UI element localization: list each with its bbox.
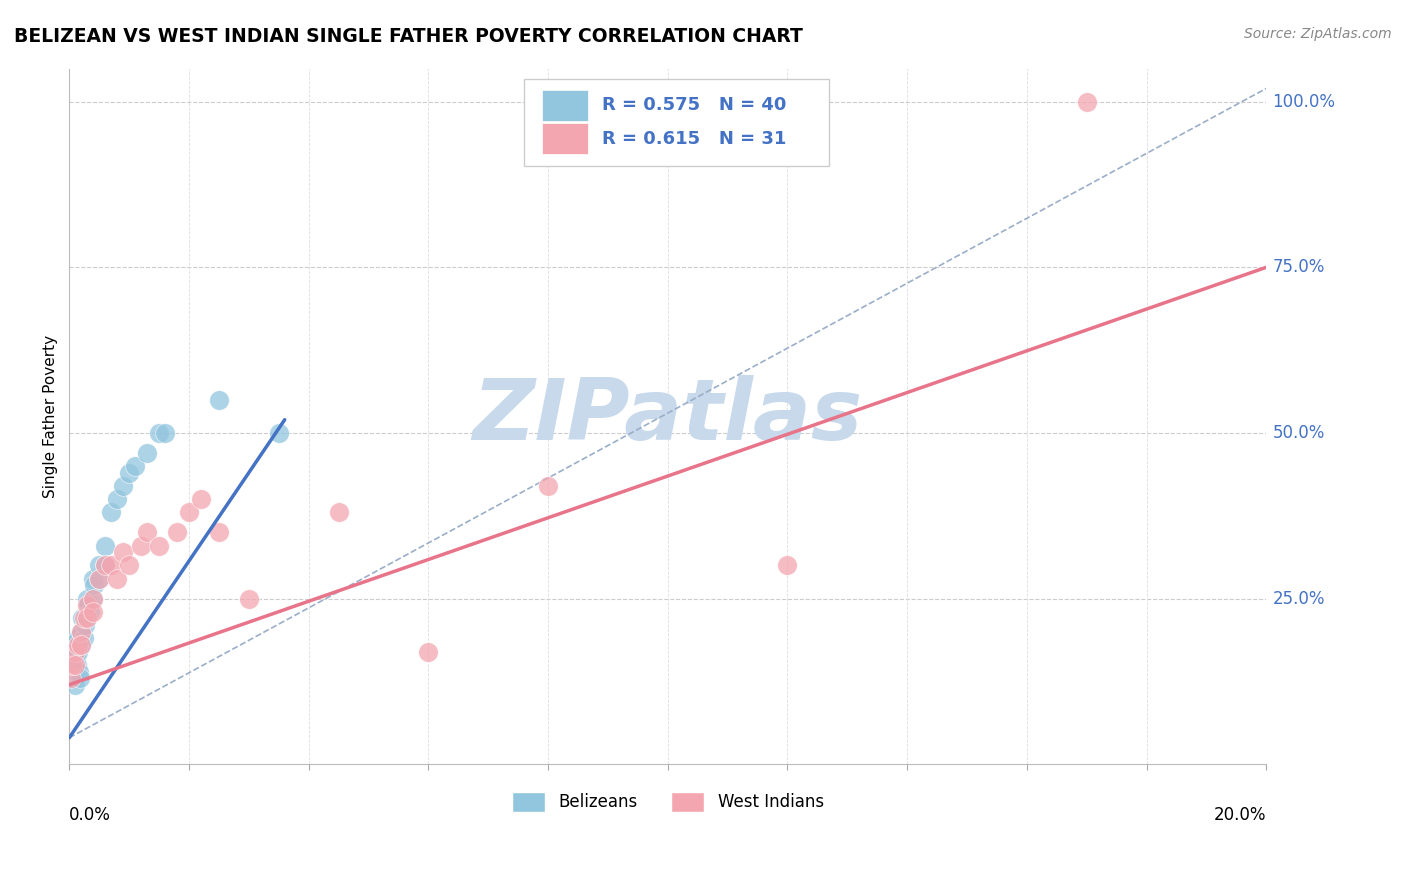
- Text: 75.0%: 75.0%: [1272, 259, 1324, 277]
- Legend: Belizeans, West Indians: Belizeans, West Indians: [505, 785, 831, 819]
- Point: [67, 638, 90, 652]
- Point: [89, 558, 111, 573]
- Text: BELIZEAN VS WEST INDIAN SINGLE FATHER POVERTY CORRELATION CHART: BELIZEAN VS WEST INDIAN SINGLE FATHER PO…: [14, 27, 803, 45]
- Point: [76, 591, 98, 606]
- Point: [62, 665, 84, 679]
- Point: [112, 545, 135, 559]
- Text: Source: ZipAtlas.com: Source: ZipAtlas.com: [1244, 27, 1392, 41]
- Text: ZIPatlas: ZIPatlas: [472, 375, 863, 458]
- Point: [73, 611, 96, 625]
- Point: [136, 525, 159, 540]
- Point: [267, 425, 290, 440]
- Point: [82, 572, 104, 586]
- Point: [73, 632, 96, 646]
- Point: [94, 558, 117, 573]
- Point: [67, 665, 90, 679]
- Point: [418, 645, 440, 659]
- Point: [190, 492, 212, 507]
- Point: [129, 539, 152, 553]
- FancyBboxPatch shape: [524, 79, 830, 166]
- Point: [100, 558, 122, 573]
- Point: [75, 618, 97, 632]
- Point: [76, 599, 98, 613]
- Point: [112, 479, 135, 493]
- Point: [94, 539, 117, 553]
- Point: [63, 671, 86, 685]
- Point: [82, 591, 104, 606]
- Point: [118, 558, 141, 573]
- Point: [77, 599, 100, 613]
- Point: [60, 671, 83, 685]
- Text: 50.0%: 50.0%: [1272, 424, 1324, 442]
- Text: 25.0%: 25.0%: [1272, 590, 1324, 607]
- Point: [65, 651, 87, 665]
- Point: [105, 572, 128, 586]
- Point: [537, 479, 560, 493]
- Point: [69, 671, 91, 685]
- Point: [118, 466, 141, 480]
- Text: 0.0%: 0.0%: [69, 806, 111, 824]
- Point: [208, 525, 231, 540]
- Text: R = 0.615   N = 31: R = 0.615 N = 31: [602, 130, 786, 148]
- Point: [82, 605, 104, 619]
- Point: [328, 506, 350, 520]
- Point: [63, 678, 86, 692]
- Point: [79, 605, 101, 619]
- Point: [177, 506, 200, 520]
- Point: [124, 459, 146, 474]
- Point: [63, 645, 86, 659]
- Point: [70, 624, 93, 639]
- Point: [89, 572, 111, 586]
- Point: [100, 506, 122, 520]
- Point: [63, 645, 86, 659]
- Point: [166, 525, 188, 540]
- Point: [63, 665, 86, 679]
- Point: [60, 657, 83, 672]
- Point: [1076, 95, 1098, 109]
- Point: [208, 392, 231, 407]
- Point: [94, 558, 117, 573]
- Point: [70, 638, 93, 652]
- Point: [153, 425, 176, 440]
- Point: [60, 657, 83, 672]
- Point: [776, 558, 799, 573]
- Point: [82, 591, 104, 606]
- FancyBboxPatch shape: [543, 123, 588, 154]
- Text: 20.0%: 20.0%: [1213, 806, 1267, 824]
- Point: [70, 638, 93, 652]
- Point: [76, 611, 98, 625]
- Text: R = 0.575   N = 40: R = 0.575 N = 40: [602, 96, 786, 114]
- Point: [83, 578, 105, 592]
- Point: [238, 591, 260, 606]
- Point: [105, 492, 128, 507]
- Point: [67, 632, 90, 646]
- Point: [148, 425, 170, 440]
- Point: [136, 446, 159, 460]
- Point: [67, 645, 90, 659]
- Text: 100.0%: 100.0%: [1272, 93, 1336, 111]
- Point: [89, 572, 111, 586]
- Point: [72, 611, 94, 625]
- Point: [148, 539, 170, 553]
- Point: [70, 624, 93, 639]
- Y-axis label: Single Father Poverty: Single Father Poverty: [44, 334, 58, 498]
- Point: [63, 657, 86, 672]
- Point: [62, 651, 84, 665]
- Point: [60, 638, 83, 652]
- FancyBboxPatch shape: [543, 90, 588, 120]
- Point: [66, 657, 89, 672]
- Point: [76, 611, 98, 625]
